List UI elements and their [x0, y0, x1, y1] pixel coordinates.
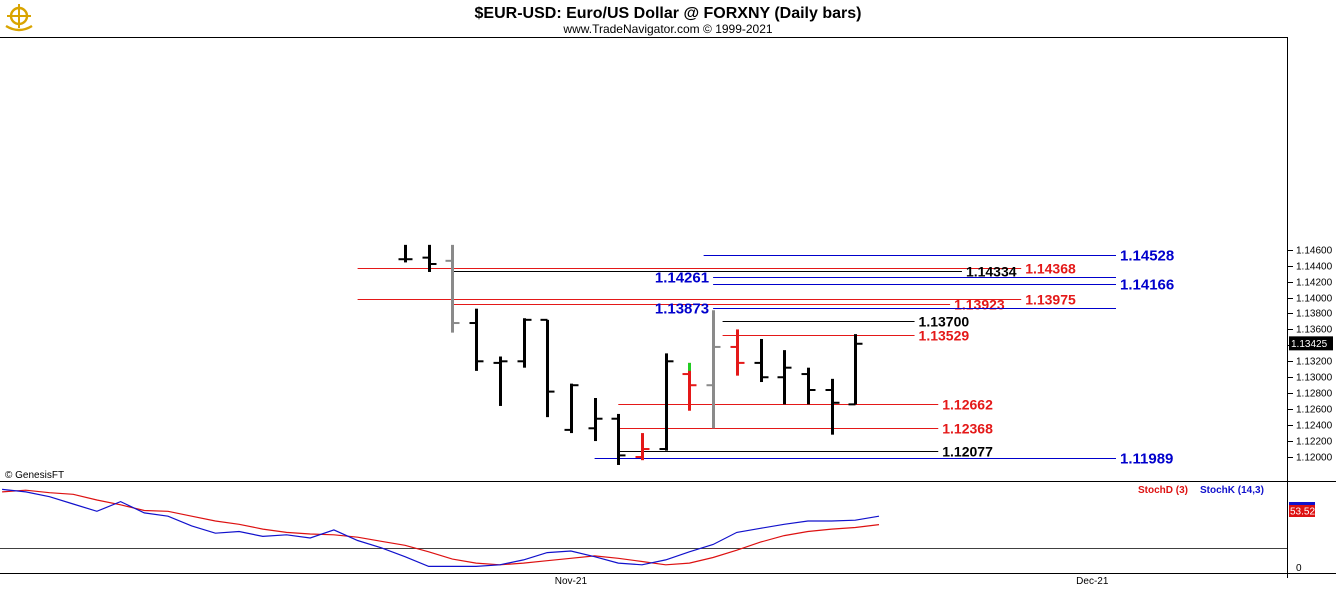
level-label-2: 1.14334	[966, 264, 1017, 280]
level-label-10: 1.12662	[942, 397, 993, 413]
y-tick-label-1: 1.14400	[1296, 262, 1333, 273]
stoch-y-tick-0: 0	[1296, 563, 1302, 574]
stochd-value-box	[1289, 505, 1315, 517]
stochd-value-label: 53.52	[1290, 507, 1315, 518]
y-tick-label-11: 1.12400	[1296, 421, 1333, 432]
y-tick-label-0: 1.14600	[1296, 246, 1333, 257]
chart-title: $EUR-USD: Euro/US Dollar @ FORXNY (Daily…	[475, 5, 862, 22]
time-axis: Nov-21 Dec-21	[555, 576, 1109, 587]
level-label-9: 1.13529	[919, 328, 970, 344]
logo-base	[5, 24, 33, 32]
level-label-1: 1.14368	[1025, 261, 1076, 277]
chart-subtitle: www.TradeNavigator.com © 1999-2021	[562, 22, 772, 36]
y-tick-label-2: 1.14200	[1296, 278, 1333, 289]
watermark: © GenesisFT	[5, 470, 64, 481]
last-price-box	[1289, 336, 1333, 351]
x-tick-label-1: Dec-21	[1076, 576, 1109, 587]
y-tick-label-5: 1.13600	[1296, 325, 1333, 336]
level-label-13: 1.11989	[1120, 451, 1173, 468]
y-tick-label-9: 1.12800	[1296, 389, 1333, 400]
level-label-6: 1.13923	[954, 297, 1005, 313]
y-tick-label-8: 1.13000	[1296, 373, 1333, 384]
last-price-label: 1.13425	[1291, 339, 1328, 350]
level-label-4: 1.14166	[1120, 277, 1174, 294]
y-tick-label-13: 1.12000	[1296, 453, 1333, 464]
level-label-11: 1.12368	[942, 421, 993, 437]
x-tick-label-0: Nov-21	[555, 576, 588, 587]
logo	[5, 4, 33, 32]
last-price-marker: 1.13425	[1289, 336, 1333, 351]
price-axis: 1.14600 1.14400 1.14200 1.14000 1.13800 1.136…	[1288, 246, 1333, 464]
ohlc-bars	[398, 244, 863, 465]
horizontal-levels: 1.14528 1.14368 1.14334 1.14261 1.14166 1.139…	[357, 248, 1174, 468]
legend-stochd: StochD (3)	[1138, 485, 1188, 496]
stoch-series-0	[2, 489, 880, 566]
stoch-series-1	[2, 488, 880, 568]
y-tick-label-4: 1.13800	[1296, 309, 1333, 320]
y-tick-label-3: 1.14000	[1296, 294, 1333, 305]
level-label-7: 1.13873	[655, 301, 709, 318]
level-label-8: 1.13700	[919, 314, 970, 330]
level-label-12: 1.12077	[942, 444, 993, 460]
legend-stochk: StochK (14,3)	[1200, 485, 1264, 496]
level-label-3: 1.14261	[655, 270, 709, 287]
y-tick-label-12: 1.12200	[1296, 437, 1333, 448]
level-label-0: 1.14528	[1120, 248, 1174, 265]
level-label-5: 1.13975	[1025, 292, 1076, 308]
y-tick-label-7: 1.13200	[1296, 357, 1333, 368]
y-tick-label-10: 1.12600	[1296, 405, 1333, 416]
stochastic-pane: StochD (3) StochK (14,3) 53.52 0	[0, 485, 1315, 574]
